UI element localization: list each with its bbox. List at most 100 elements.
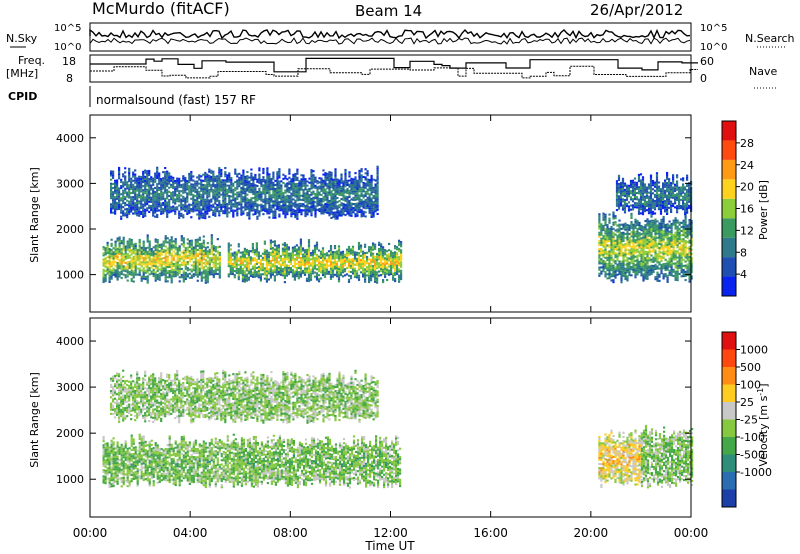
echo-cell: [190, 193, 193, 196]
echo-cell: [656, 267, 659, 270]
echo-cell: [218, 177, 221, 180]
echo-cell: [309, 264, 313, 267]
echo-cell: [364, 270, 367, 273]
echo-cell: [136, 248, 139, 251]
echo-cell: [269, 268, 272, 271]
echo-cell: [648, 271, 651, 274]
echo-cell: [380, 267, 383, 270]
echo-cell: [178, 194, 181, 197]
echo-cell: [310, 173, 313, 176]
echo-cell: [259, 279, 262, 282]
echo-cell: [350, 212, 353, 215]
echo-cell: [606, 256, 609, 259]
echo-cell: [222, 183, 225, 186]
echo-cell: [174, 188, 177, 191]
echo-cell: [196, 192, 199, 195]
echo-cell: [297, 250, 300, 253]
echo-cell: [360, 209, 363, 212]
echo-cell: [344, 181, 347, 184]
echo-cell: [227, 254, 230, 257]
echo-cell: [146, 257, 149, 260]
echo-cell: [604, 230, 607, 233]
echo-cell: [620, 246, 623, 249]
echo-cell: [233, 261, 236, 264]
echo-cell: [324, 172, 327, 175]
echo-cell: [128, 260, 131, 263]
echo-cell: [114, 187, 117, 190]
echo-cell: [604, 244, 607, 247]
echo-cell: [253, 271, 256, 274]
echo-cell: [110, 277, 113, 280]
echo-cell: [200, 200, 203, 203]
echo-cell: [628, 237, 631, 240]
echo-cell: [339, 261, 343, 264]
echo-cell: [323, 265, 327, 268]
echo-cell: [190, 239, 193, 242]
echo-cell: [614, 256, 617, 259]
echo-cell: [370, 250, 373, 253]
echo-cell: [174, 268, 177, 271]
echo-cell: [274, 183, 277, 186]
echo-cell: [210, 186, 213, 189]
echo-cell: [130, 269, 133, 272]
echo-cell: [604, 238, 607, 241]
echo-cell: [598, 227, 601, 230]
echo-cell: [330, 180, 333, 183]
echo-cell: [310, 201, 313, 204]
echo-cell: [176, 255, 179, 258]
echo-cell: [345, 267, 349, 270]
echo-cell: [300, 209, 303, 212]
echo-cell: [204, 204, 207, 207]
echo-cell: [128, 204, 131, 207]
echo-cell: [202, 256, 205, 259]
echo-cell: [608, 231, 611, 234]
echo-cell: [376, 271, 379, 274]
echo-cell: [164, 171, 167, 174]
echo-cell: [640, 233, 643, 236]
echo-cell: [347, 264, 351, 267]
echo-cell: [314, 176, 317, 179]
echo-cell: [156, 187, 159, 190]
echo-cell: [227, 258, 230, 261]
echo-cell: [338, 183, 341, 186]
echo-cell: [270, 188, 273, 191]
echo-cell: [334, 213, 337, 216]
echo-cell: [210, 198, 213, 201]
echo-cell: [646, 244, 649, 247]
echo-cell: [620, 260, 623, 263]
echo-cell: [122, 255, 125, 258]
echo-cell: [154, 250, 157, 253]
echo-cell: [632, 231, 635, 234]
echo-cell: [116, 206, 119, 209]
echo-cell: [170, 196, 173, 199]
echo-cell: [284, 208, 287, 211]
echo-cell: [644, 261, 647, 264]
echo-cell: [364, 178, 367, 181]
echo-cell: [330, 196, 333, 199]
echo-cell: [336, 186, 339, 189]
echo-cell: [266, 175, 269, 178]
echo-cell: [170, 279, 173, 282]
echo-cell: [237, 274, 240, 277]
echo-cell: [268, 212, 271, 215]
echo-cell: [244, 196, 247, 199]
echo-cell: [305, 253, 309, 256]
echo-cell: [368, 272, 371, 275]
echo-cell: [214, 248, 217, 251]
echo-cell: [394, 257, 397, 260]
echo-cell: [168, 176, 171, 179]
echo-cell: [396, 256, 399, 259]
echo-cell: [299, 271, 302, 274]
echo-cell: [172, 205, 175, 208]
echo-cell: [132, 280, 135, 283]
echo-cell: [166, 270, 169, 273]
echo-cell: [236, 208, 239, 211]
echo-cell: [307, 271, 311, 274]
echo-cell: [162, 208, 165, 211]
echo-cell: [378, 254, 381, 257]
echo-cell: [654, 237, 657, 240]
echo-cell: [218, 264, 221, 267]
echo-cell: [630, 247, 633, 250]
echo-cell: [140, 196, 143, 199]
echo-cell: [357, 276, 361, 279]
